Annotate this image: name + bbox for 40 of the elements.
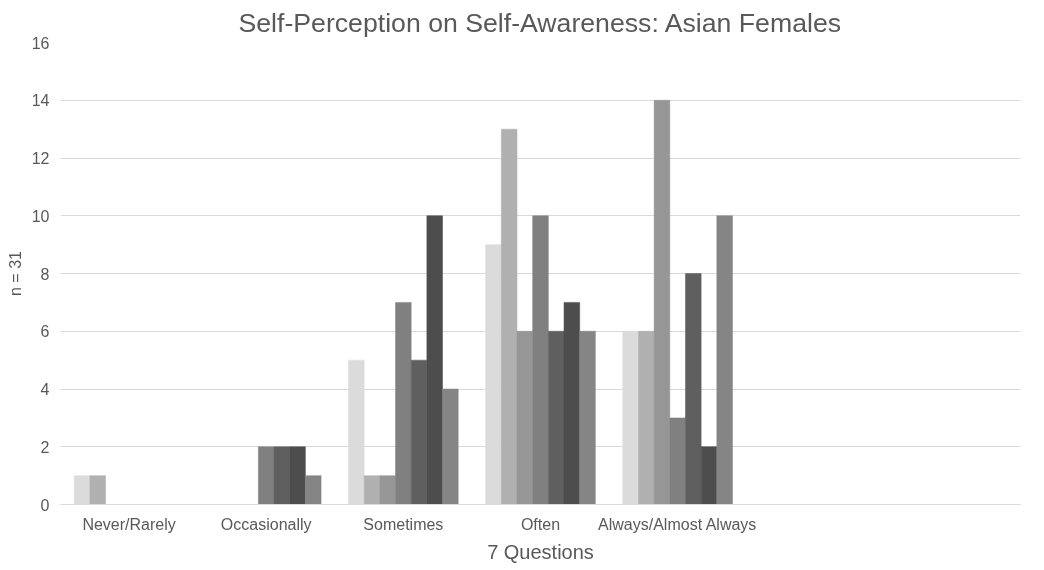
chart-title: Self-Perception on Self-Awareness: Asian Females (238, 7, 842, 38)
bar (289, 446, 306, 505)
bar (426, 215, 443, 505)
bar (410, 359, 428, 505)
y-tick-label: 8 (40, 265, 50, 283)
y-tick-label: 16 (31, 34, 50, 52)
x-axis-title: 7 Questions (487, 540, 594, 563)
bar (379, 475, 396, 505)
y-tick-label: 2 (40, 438, 50, 456)
x-tick-label: Often (520, 515, 561, 533)
y-axis-title: n = 31 (6, 250, 24, 296)
y-tick-label: 10 (31, 207, 50, 225)
y-tick-label: 4 (40, 381, 50, 398)
x-tick-label: Sometimes (363, 515, 444, 533)
bar (305, 475, 322, 505)
bar (501, 128, 518, 505)
bar (442, 388, 459, 505)
bar (89, 475, 106, 505)
bar (516, 331, 533, 505)
y-tick-label: 14 (31, 92, 50, 110)
bar (532, 215, 549, 505)
bar (716, 215, 733, 505)
x-tick-label: Occasionally (220, 515, 312, 533)
y-tick-label: 6 (40, 323, 50, 341)
bar (363, 475, 381, 505)
bar (273, 446, 290, 505)
y-tick-label: 12 (31, 150, 50, 167)
bar (395, 302, 412, 505)
bar (579, 331, 596, 505)
bar (563, 302, 580, 505)
bar (669, 417, 686, 505)
bar (685, 273, 702, 505)
bar (700, 446, 718, 505)
y-tick-label: 0 (40, 496, 50, 514)
bar (653, 100, 671, 505)
x-tick-label: Never/Rarely (82, 515, 176, 533)
bar (638, 331, 655, 505)
x-tick-label: Always/Almost Always (598, 515, 757, 533)
bar (258, 446, 275, 505)
bar (548, 331, 565, 505)
